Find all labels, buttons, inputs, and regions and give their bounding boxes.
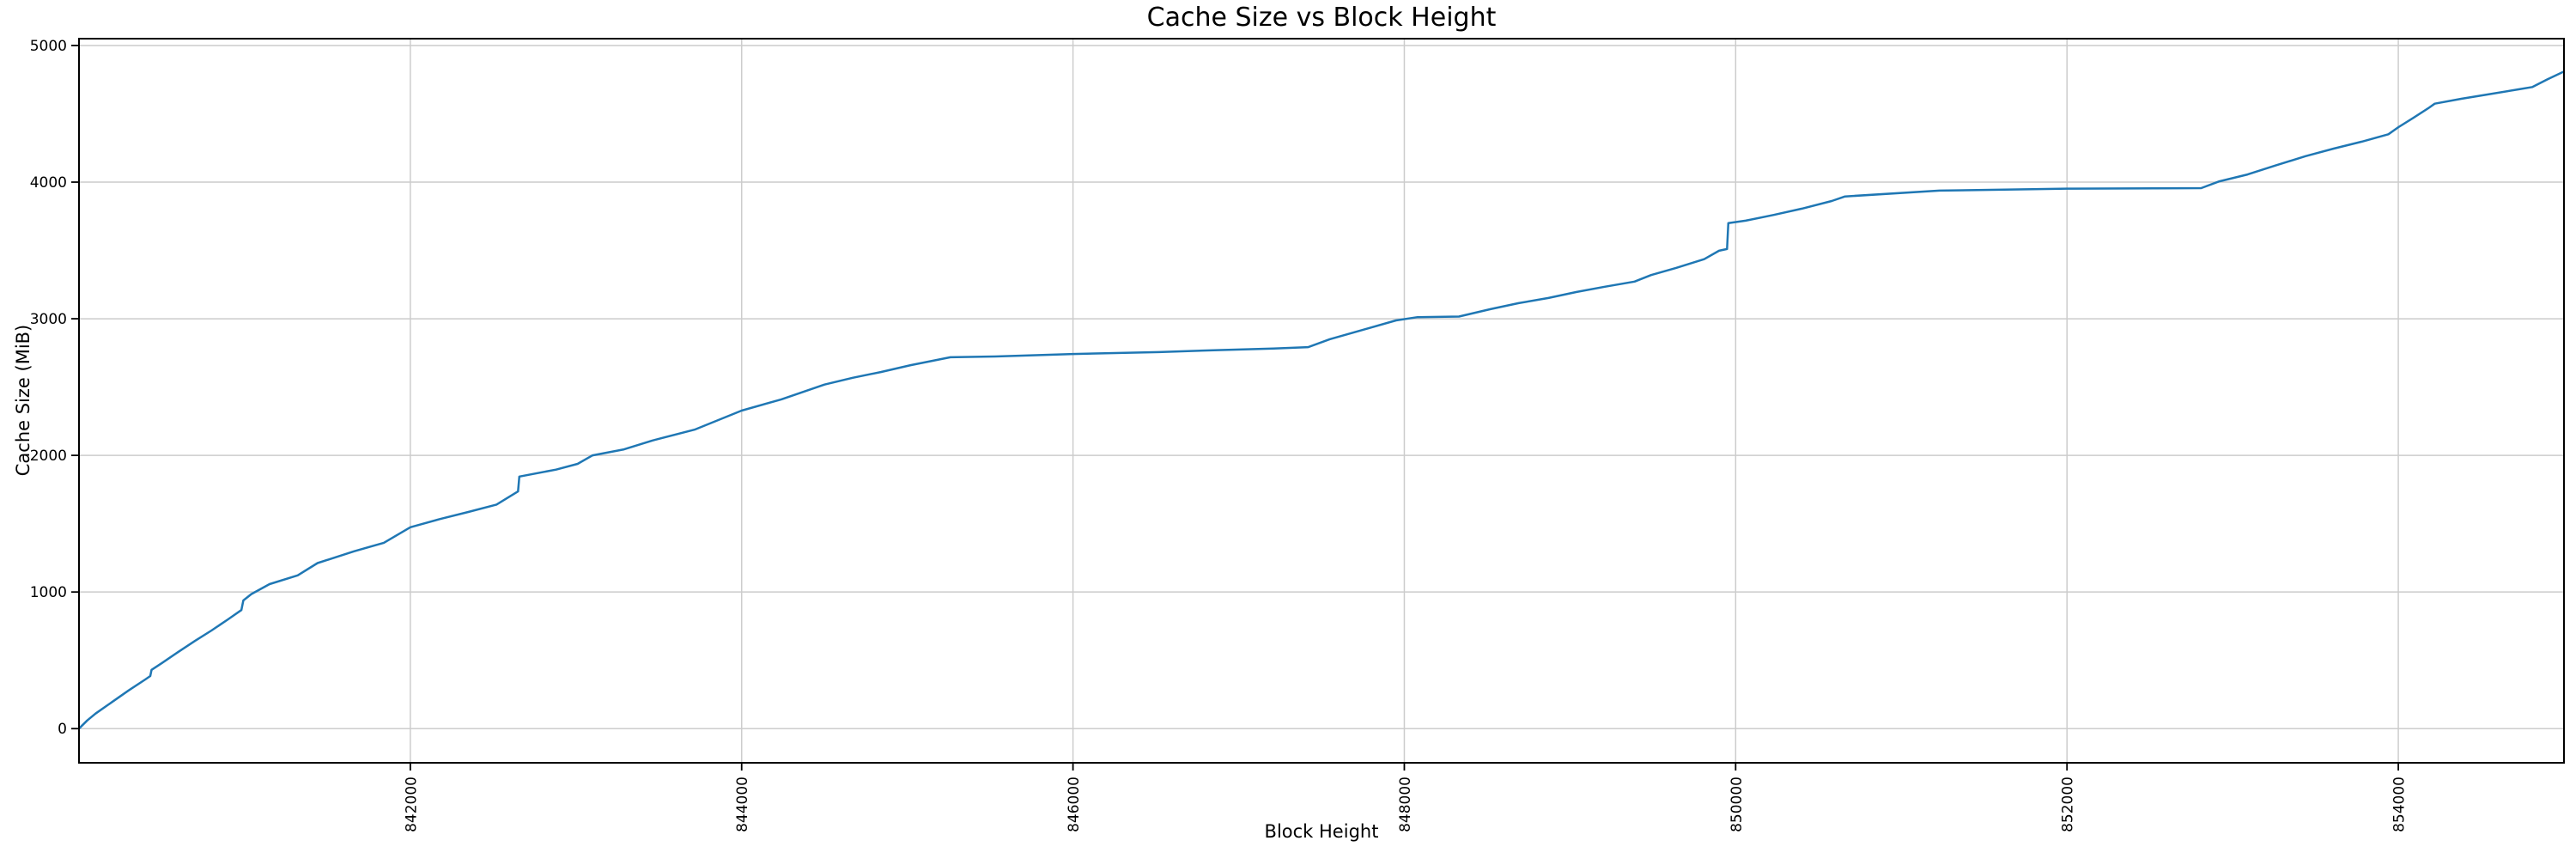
x-tick-label-844000: 844000 bbox=[734, 777, 751, 832]
y-tick-label-1000: 1000 bbox=[30, 584, 67, 601]
y-tick-label-4000: 4000 bbox=[30, 174, 67, 192]
x-tick-label-842000: 842000 bbox=[403, 777, 420, 832]
axes-spines bbox=[78, 38, 2565, 764]
y-axis-label: Cache Size (MiB) bbox=[13, 324, 33, 477]
chart-title: Cache Size vs Block Height bbox=[1146, 3, 1497, 33]
y-tick-label-5000: 5000 bbox=[30, 38, 67, 55]
y-tick-label-0: 0 bbox=[58, 721, 67, 738]
x-tick-label-846000: 846000 bbox=[1066, 777, 1083, 832]
y-tick-label-2000: 2000 bbox=[30, 448, 67, 465]
x-tick-label-850000: 850000 bbox=[1728, 777, 1746, 832]
y-tick-label-3000: 3000 bbox=[30, 311, 67, 328]
x-tick-label-852000: 852000 bbox=[2060, 777, 2077, 832]
x-axis-label: Block Height bbox=[1264, 821, 1379, 842]
x-tick-label-848000: 848000 bbox=[1397, 777, 1414, 832]
x-tick-label-854000: 854000 bbox=[2391, 777, 2409, 832]
series-line-cache-size bbox=[78, 70, 2565, 730]
